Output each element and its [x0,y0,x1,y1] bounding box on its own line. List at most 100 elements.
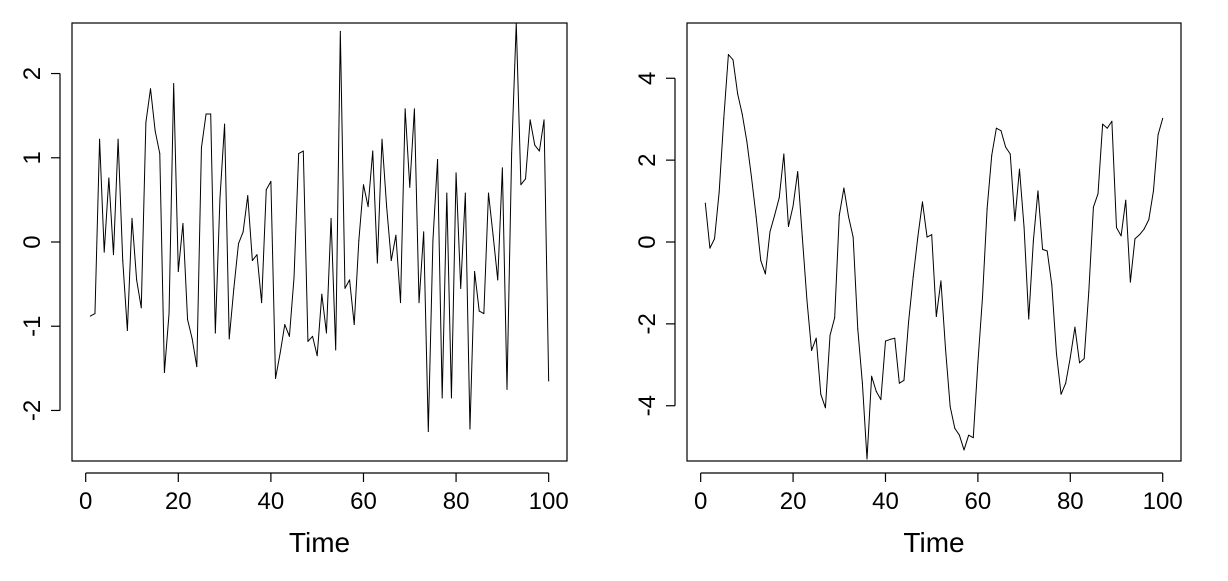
data-point [949,406,951,408]
data-point [117,138,119,140]
data-point [718,191,720,193]
x-tick-label: 60 [350,488,377,515]
x-tick-label: 20 [165,488,192,515]
data-point [746,141,748,143]
data-point [126,329,128,331]
data-point [750,176,752,178]
data-point [861,382,863,384]
data-point [413,108,415,110]
y-tick-label: 4 [634,72,661,85]
x-tick-label: 0 [694,488,707,515]
data-point [177,270,179,272]
data-point [1032,240,1034,242]
data-point [112,254,114,256]
data-point [460,287,462,289]
data-point [200,147,202,149]
data-point [995,127,997,129]
data-point [450,397,452,399]
data-point [1129,281,1131,283]
x-tick-label: 40 [258,488,285,515]
series-line [90,22,550,433]
data-point [358,239,360,241]
data-point [940,280,942,282]
data-point [977,362,979,364]
data-point [898,382,900,384]
data-point [908,321,910,323]
data-point [815,337,817,339]
data-point [1116,227,1118,229]
data-point [538,150,540,152]
data-point [224,123,226,125]
data-point [529,119,531,121]
data-point [1065,382,1067,384]
data-point [409,186,411,188]
data-point [829,334,831,336]
data-point [237,243,239,245]
data-point [205,113,207,115]
data-point [89,315,91,317]
data-point [1125,199,1127,201]
data-point [321,293,323,295]
data-point [140,307,142,309]
left-time-series-plot: 0 20 40 60 80 100 -2 -1 0 1 2 Time [19,22,569,558]
data-point [1009,153,1011,155]
data-point [302,150,304,152]
data-point [787,225,789,227]
data-point [912,276,914,278]
data-point [228,338,230,340]
data-point [483,313,485,315]
data-point [723,117,725,119]
data-point [1157,134,1159,136]
data-point [418,302,420,304]
x-axis-title: Time [289,527,350,558]
data-point [760,259,762,261]
data-point [298,153,300,155]
data-point [1005,146,1007,148]
data-point [1152,190,1154,192]
data-point [316,355,318,357]
data-point [543,119,545,121]
data-point [548,380,550,382]
data-point [515,22,517,24]
data-point [464,192,466,194]
data-point [168,313,170,315]
data-point [737,93,739,95]
data-point [1079,362,1081,364]
data-point [511,153,513,155]
data-point [852,236,854,238]
data-point [395,234,397,236]
data-point [275,377,277,379]
data-point [122,260,124,262]
data-point [145,121,147,123]
data-point [131,217,133,219]
data-point [196,366,198,368]
data-point [261,302,263,304]
data-point [376,262,378,264]
data-point [497,279,499,281]
data-point [99,138,101,140]
y-tick-label: 1 [19,151,46,164]
data-point [437,158,439,160]
data-point [769,231,771,233]
data-point [367,206,369,208]
y-tick-label: 0 [634,235,661,248]
x-tick-label: 60 [965,488,992,515]
data-point [1023,227,1025,229]
data-point [325,332,327,334]
data-point [843,187,845,189]
data-point [811,349,813,351]
data-point [312,335,314,337]
data-point [1092,206,1094,208]
data-point [108,177,110,179]
data-point [247,195,249,197]
data-point [136,279,138,281]
data-point [251,260,253,262]
data-point [991,154,993,156]
data-point [792,205,794,207]
data-point [344,287,346,289]
data-point [242,231,244,233]
data-point [986,207,988,209]
x-tick-label: 20 [780,488,807,515]
data-point [1060,393,1062,395]
